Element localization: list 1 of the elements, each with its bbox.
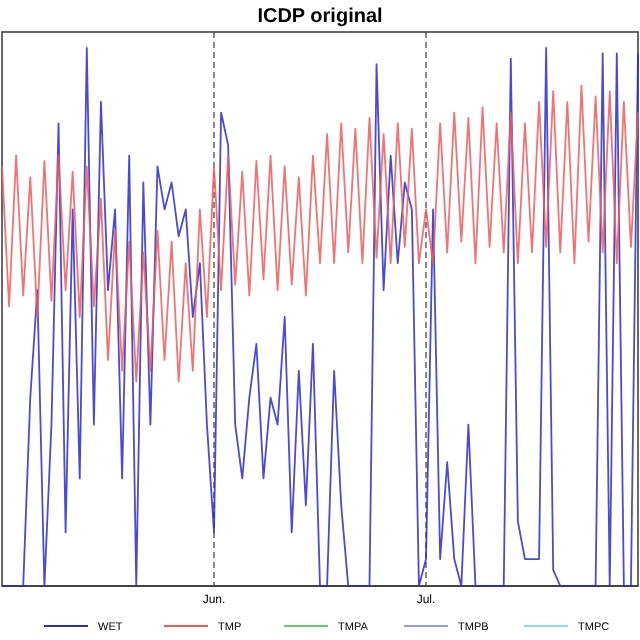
chart-title: ICDP original — [257, 6, 384, 28]
